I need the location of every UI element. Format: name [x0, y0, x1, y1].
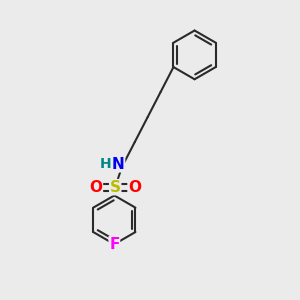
- Text: O: O: [89, 180, 102, 195]
- Text: F: F: [109, 237, 119, 252]
- Text: O: O: [128, 180, 141, 195]
- Text: N: N: [112, 157, 124, 172]
- Text: S: S: [110, 180, 121, 195]
- Text: H: H: [100, 157, 111, 171]
